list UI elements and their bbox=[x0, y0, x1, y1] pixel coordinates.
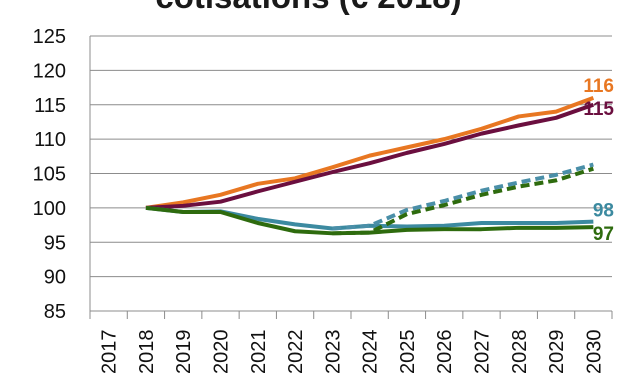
series-line bbox=[145, 95, 595, 210]
x-tick-label: 2028 bbox=[509, 330, 531, 375]
y-tick-label: 90 bbox=[44, 267, 66, 289]
data-label: 97 bbox=[593, 224, 614, 245]
x-tick-label: 2023 bbox=[322, 330, 344, 375]
y-tick-label: 125 bbox=[33, 26, 66, 48]
y-tick-label: 110 bbox=[34, 129, 66, 151]
y-tick-label: 95 bbox=[44, 232, 66, 254]
axes bbox=[89, 36, 613, 319]
x-tick-label: 2018 bbox=[136, 330, 158, 375]
x-tick-label: 2027 bbox=[472, 330, 494, 375]
x-tick-label: 2029 bbox=[546, 330, 568, 375]
y-tick-label: 85 bbox=[44, 301, 66, 323]
y-tick-label: 115 bbox=[34, 95, 66, 117]
series-line bbox=[145, 102, 595, 210]
data-label: 115 bbox=[583, 99, 614, 120]
x-tick-label: 2025 bbox=[397, 330, 419, 375]
x-tick-label: 2019 bbox=[173, 330, 195, 375]
data-label: 116 bbox=[583, 76, 614, 97]
x-tick-label: 2024 bbox=[360, 330, 382, 375]
data-label: 98 bbox=[593, 201, 614, 222]
labels-layer: 85 90 95 100 105 110 115 120 125 2017 2018 2019 2020… bbox=[33, 26, 615, 374]
grid bbox=[90, 35, 612, 278]
series-line-dashed bbox=[332, 162, 594, 231]
x-tick-label: 2022 bbox=[285, 330, 307, 375]
y-tick-label: 105 bbox=[33, 164, 66, 186]
x-tick-label: 2020 bbox=[211, 330, 233, 375]
series-line-dashed bbox=[332, 166, 594, 236]
x-tick-label: 2026 bbox=[434, 330, 456, 375]
y-tick-label: 100 bbox=[33, 198, 66, 220]
series-layer bbox=[145, 95, 595, 236]
chart-title: cotisations (€ 2018) bbox=[0, 0, 617, 16]
x-tick-label: 2030 bbox=[583, 330, 605, 375]
y-tick-label: 120 bbox=[33, 60, 66, 82]
x-tick-label: 2017 bbox=[99, 330, 121, 375]
x-tick-label: 2021 bbox=[248, 330, 270, 375]
series-line bbox=[145, 205, 594, 236]
